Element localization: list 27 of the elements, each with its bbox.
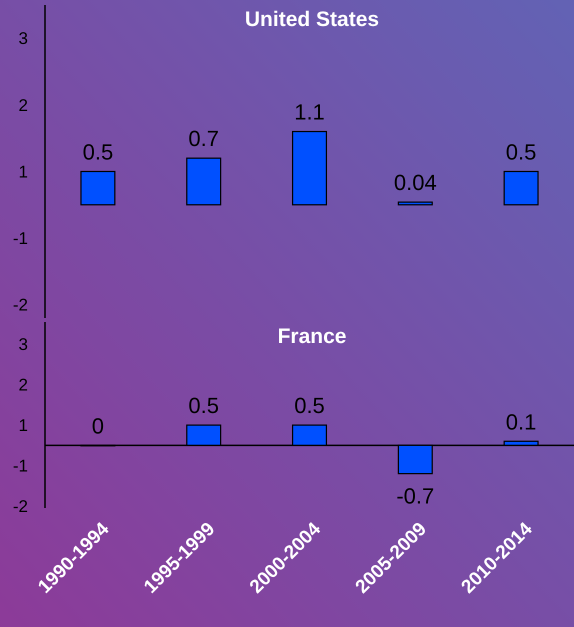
- y-tick-label: -1: [12, 456, 28, 476]
- data-label: 1.1: [294, 100, 325, 125]
- y-tick-label: 3: [18, 335, 28, 354]
- chart-title: United States: [244, 8, 380, 31]
- data-label: 0.7: [188, 126, 219, 152]
- y-tick-label: -2: [12, 496, 28, 516]
- y-tick-label: 3: [18, 29, 28, 48]
- bar: [186, 158, 222, 206]
- data-label: 0.5: [294, 393, 325, 418]
- y-tick-label: 1: [18, 416, 28, 436]
- bar: [398, 202, 433, 206]
- data-label: 0: [92, 413, 104, 438]
- data-label: 0.5: [506, 139, 536, 164]
- data-label: 0.04: [394, 170, 437, 196]
- y-tick-label: -1: [12, 229, 28, 248]
- bar: [80, 170, 116, 206]
- y-tick-label: 1: [18, 162, 28, 182]
- data-label: 0.5: [188, 393, 219, 418]
- bar: [292, 130, 328, 206]
- y-tick-label: 2: [18, 96, 28, 115]
- data-label: 0.5: [82, 139, 114, 164]
- y-tick-label: 2: [18, 376, 28, 395]
- data-label: -0.7: [396, 484, 434, 509]
- bar: [504, 170, 539, 206]
- y-tick-label: -2: [12, 296, 28, 315]
- data-label: 0.1: [506, 409, 536, 434]
- chart-title: France: [278, 325, 346, 348]
